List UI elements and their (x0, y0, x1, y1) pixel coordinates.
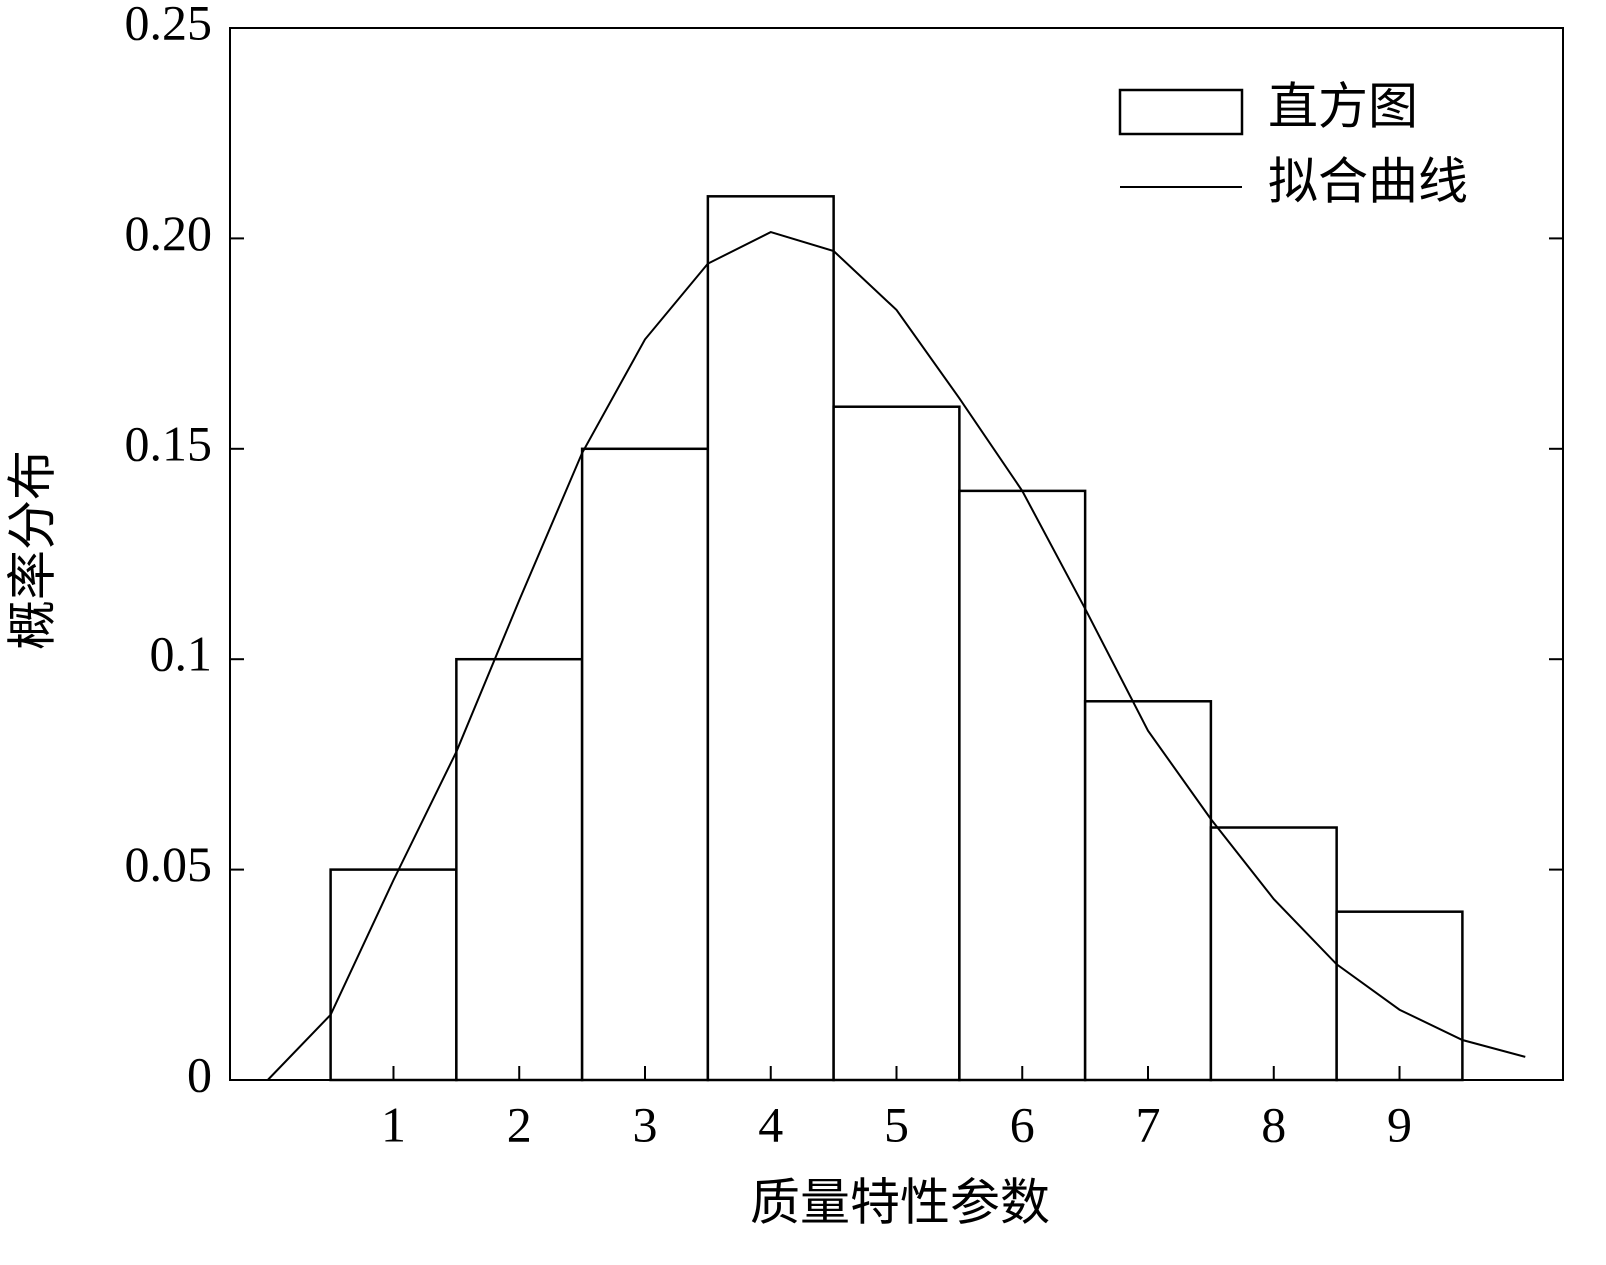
x-tick-label: 1 (381, 1096, 406, 1152)
histogram-bar (455, 657, 584, 1082)
x-tick-label: 7 (1136, 1096, 1161, 1152)
y-tick-label: 0.15 (125, 415, 213, 471)
x-tick-label: 5 (884, 1096, 909, 1152)
x-tick-label: 8 (1261, 1096, 1286, 1152)
y-tick-label: 0 (187, 1046, 212, 1102)
x-axis-label: 质量特性参数 (750, 1174, 1050, 1230)
y-tick-label: 0.1 (150, 626, 213, 682)
histogram-bar (832, 405, 961, 1082)
histogram-bar (1083, 700, 1213, 1082)
x-tick-label: 3 (632, 1096, 657, 1152)
y-tick-label: 0.20 (125, 205, 213, 261)
x-tick-label: 4 (758, 1096, 783, 1152)
fit-curve (267, 231, 1526, 1081)
legend-label: 拟合曲线 (1268, 153, 1468, 209)
y-axis-label: 概率分布 (4, 450, 60, 650)
histogram-bar (706, 195, 835, 1082)
legend-label: 直方图 (1268, 78, 1418, 134)
legend-swatch (1118, 88, 1244, 136)
y-tick-label: 0.25 (125, 0, 213, 50)
histogram-bar (958, 489, 1087, 1082)
histogram-bar (329, 868, 458, 1082)
x-tick-label: 6 (1010, 1096, 1035, 1152)
histogram-bar (1209, 826, 1338, 1082)
y-tick-label: 0.05 (125, 836, 213, 892)
x-tick-label: 2 (507, 1096, 532, 1152)
x-tick-label: 9 (1387, 1096, 1412, 1152)
histogram-bar (1335, 910, 1464, 1082)
histogram-bar (580, 447, 710, 1082)
